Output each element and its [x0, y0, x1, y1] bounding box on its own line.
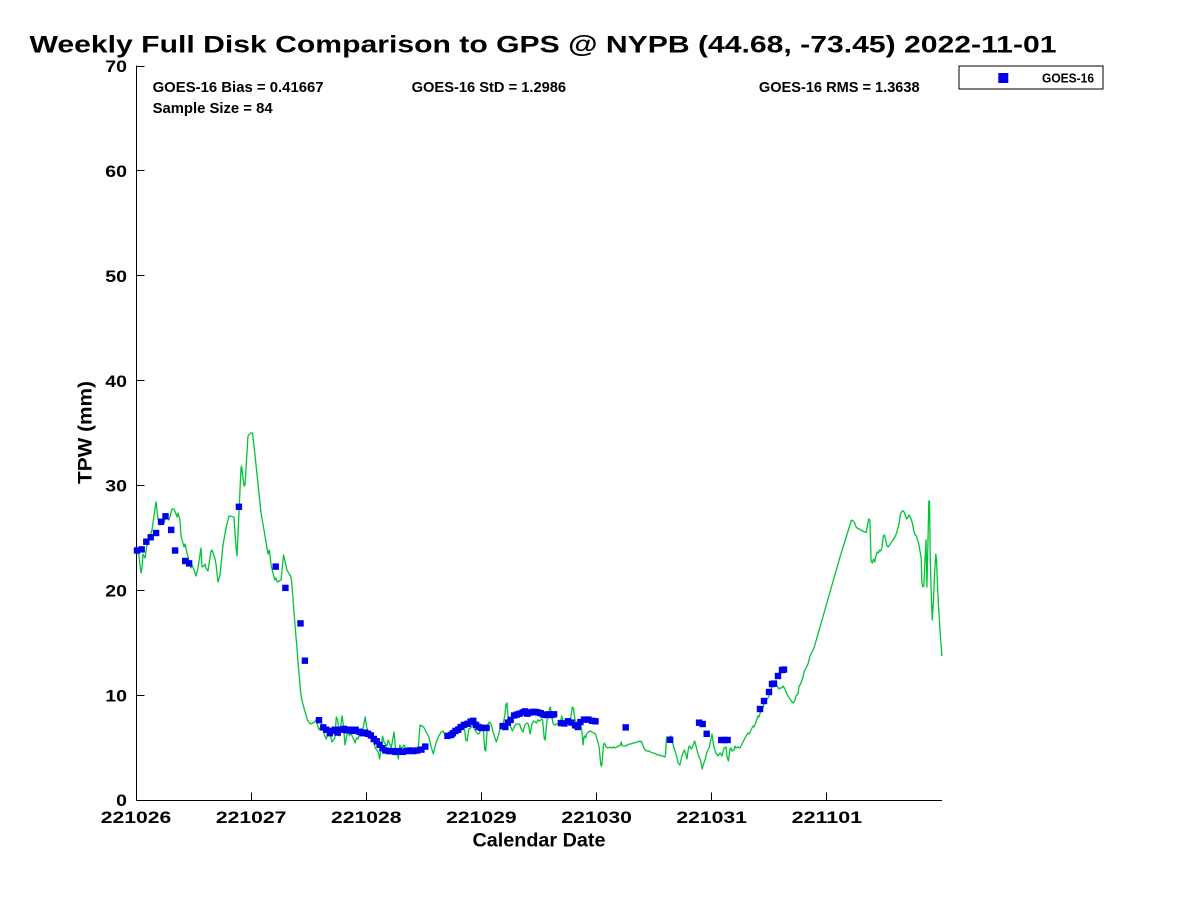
svg-text:TPW (mm): TPW (mm): [75, 381, 97, 484]
svg-text:GOES-16: GOES-16: [1042, 71, 1094, 86]
svg-text:221031: 221031: [676, 809, 747, 827]
svg-text:221028: 221028: [331, 809, 402, 827]
svg-text:20: 20: [105, 583, 127, 601]
svg-text:Sample Size = 84: Sample Size = 84: [153, 100, 274, 117]
svg-text:10: 10: [105, 687, 127, 705]
svg-text:Weekly Full Disk Comparison to: Weekly Full Disk Comparison to GPS @ NYP…: [30, 32, 1057, 59]
svg-text:0: 0: [116, 792, 127, 810]
svg-text:221029: 221029: [446, 809, 517, 827]
svg-text:Calendar Date: Calendar Date: [473, 830, 606, 852]
svg-text:70: 70: [105, 58, 127, 76]
svg-text:221027: 221027: [216, 809, 287, 827]
svg-text:221026: 221026: [101, 809, 172, 827]
svg-text:GOES-16 RMS = 1.3638: GOES-16 RMS = 1.3638: [759, 79, 920, 96]
svg-text:50: 50: [105, 268, 127, 286]
svg-text:30: 30: [105, 478, 127, 496]
svg-text:GOES-16 StD = 1.2986: GOES-16 StD = 1.2986: [412, 79, 566, 96]
svg-text:60: 60: [105, 163, 127, 181]
svg-text:221101: 221101: [792, 809, 863, 827]
svg-text:GOES-16 Bias = 0.41667: GOES-16 Bias = 0.41667: [153, 79, 324, 96]
svg-text:221030: 221030: [561, 809, 632, 827]
svg-text:40: 40: [105, 373, 127, 391]
